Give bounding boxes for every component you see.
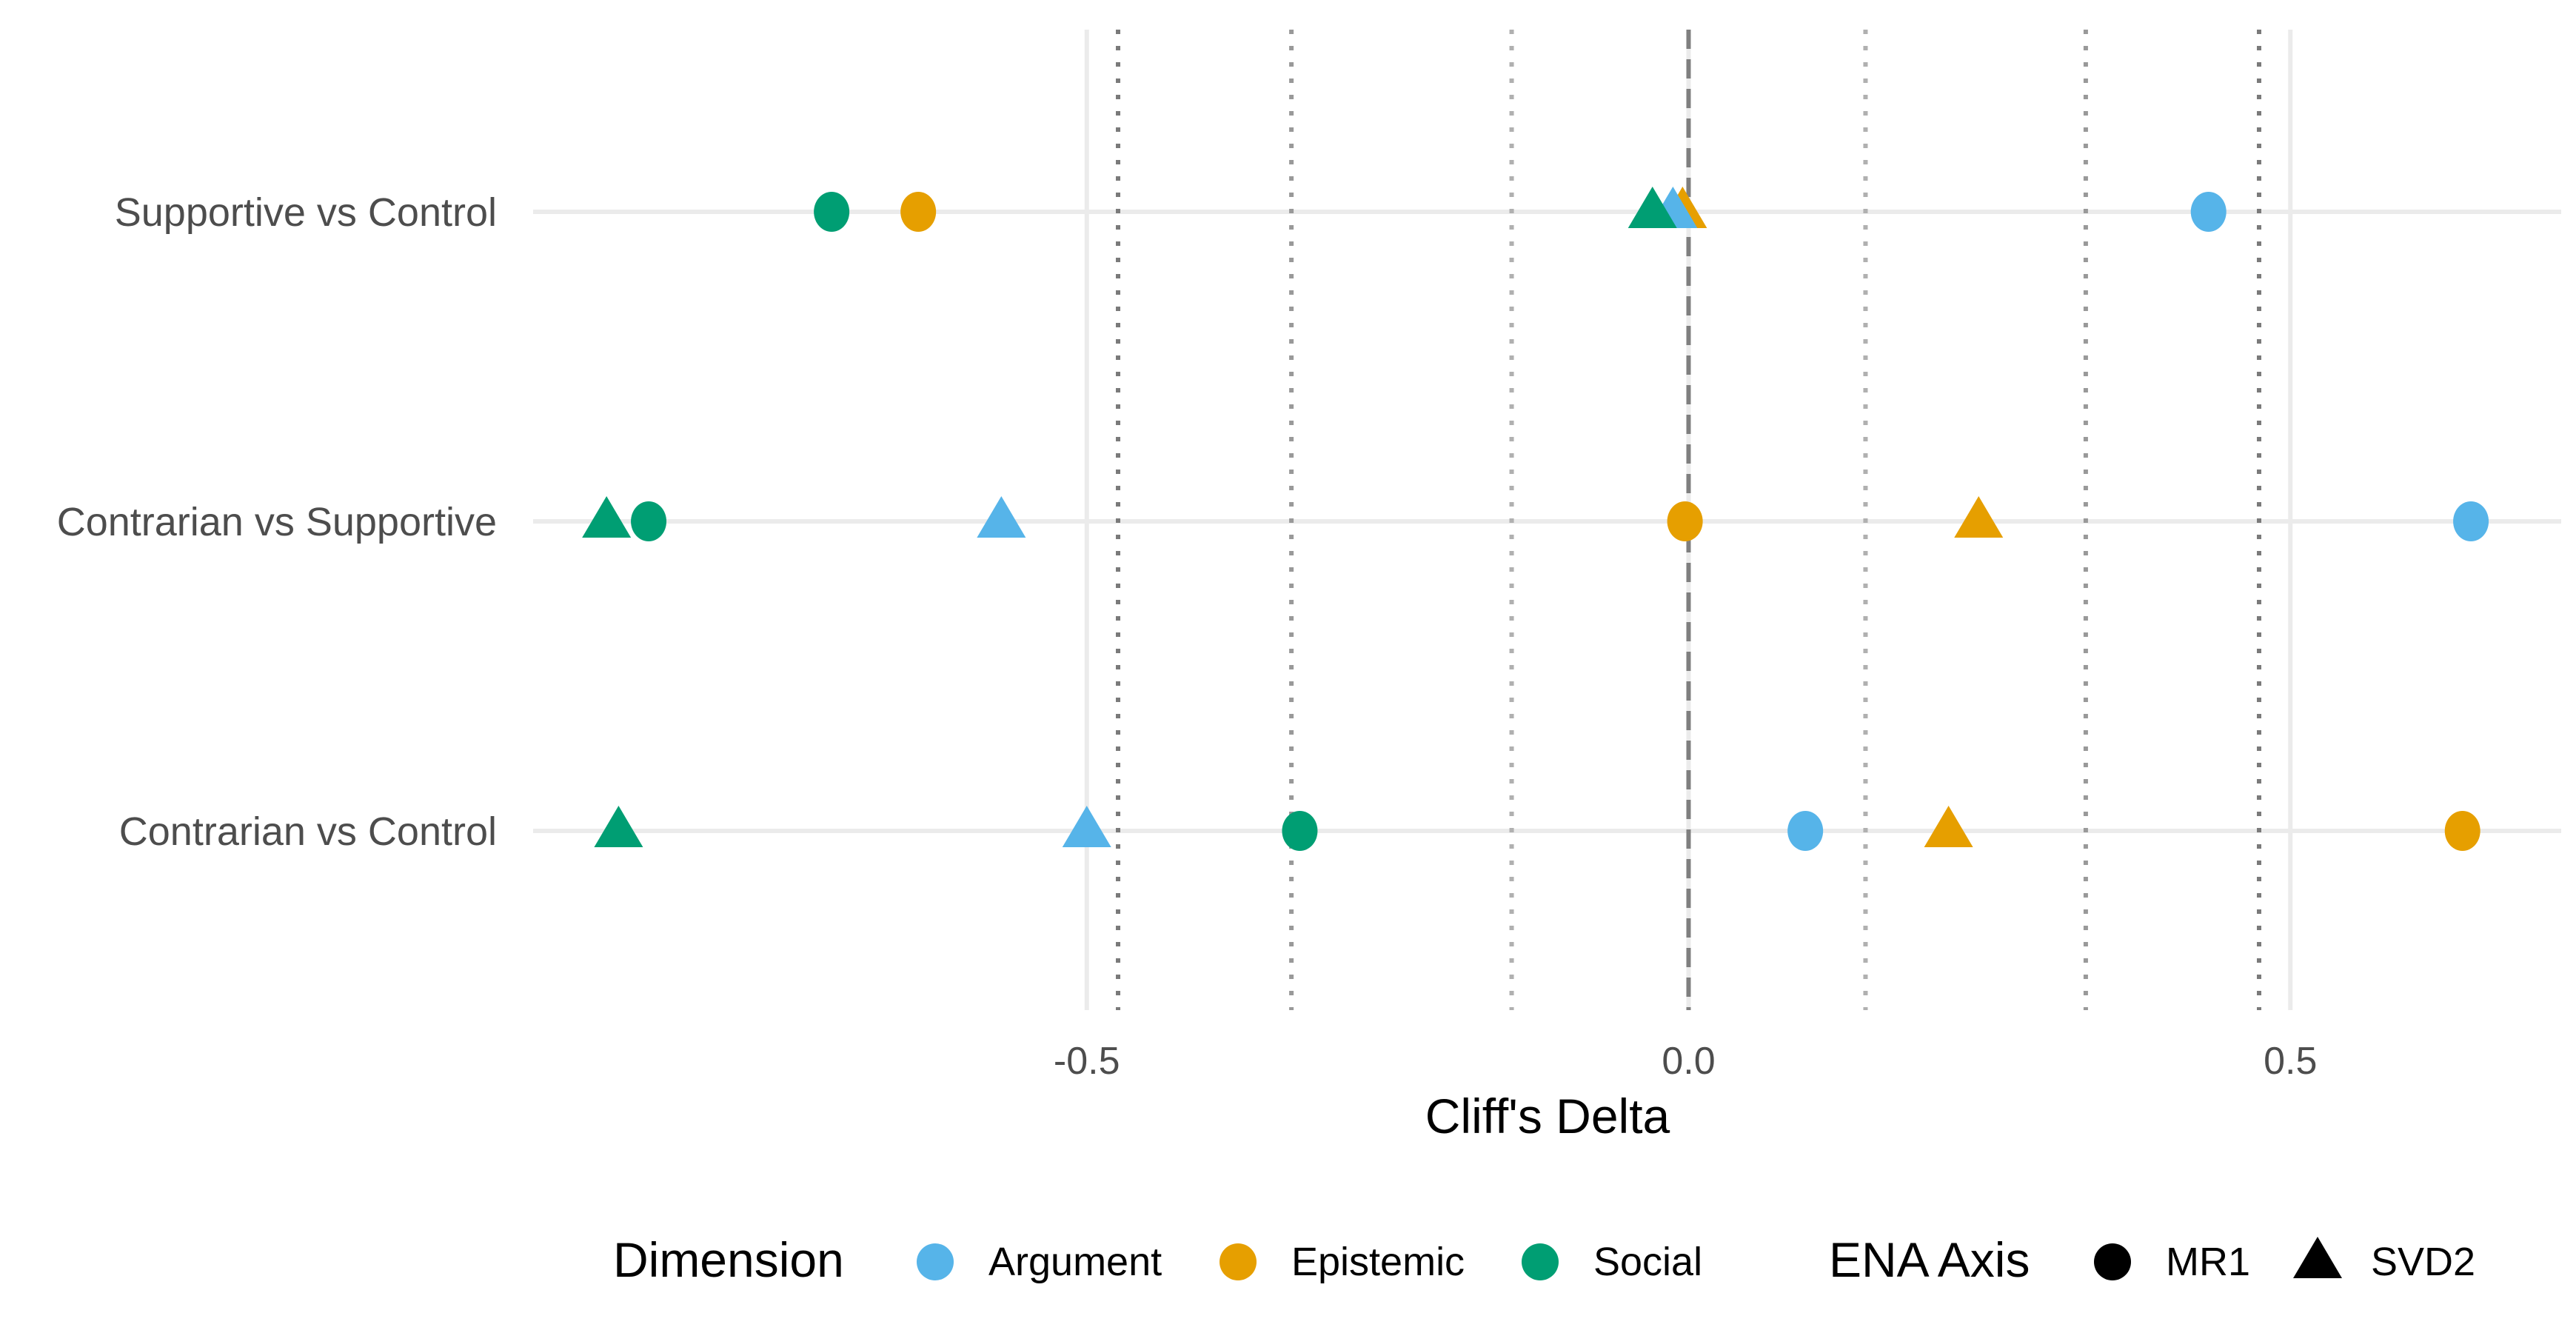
y-tick-label: Contrarian vs Supportive: [57, 500, 497, 544]
y-tick-label: Supportive vs Control: [115, 190, 497, 235]
x-tick-label: 0.5: [2264, 1040, 2317, 1083]
y-tick-label: Contrarian vs Control: [119, 809, 497, 854]
point-triangle: [582, 496, 632, 538]
legend-key-social: [1522, 1243, 1559, 1280]
point-triangle: [1924, 806, 1973, 847]
legend-label: Epistemic: [1291, 1240, 1465, 1284]
point-circle: [631, 501, 667, 541]
legend-label: MR1: [2166, 1240, 2250, 1284]
legend-label: Social: [1593, 1240, 1702, 1284]
x-axis-title: Cliff's Delta: [1425, 1089, 1670, 1143]
point-circle: [2444, 811, 2480, 851]
point-circle: [2453, 501, 2489, 541]
legend-key-argument: [917, 1243, 954, 1280]
point-circle: [900, 192, 937, 232]
legend-shape-title: ENA Axis: [1829, 1232, 2030, 1287]
point-circle: [2190, 192, 2227, 232]
point-triangle: [977, 496, 1026, 538]
x-tick-labels: -0.5 0.0 0.5: [1054, 1040, 2317, 1083]
legend: Dimension Argument Epistemic Social ENA Ax…: [613, 1232, 2475, 1287]
point-triangle: [594, 806, 643, 847]
point-triangle: [1627, 187, 1677, 228]
legend-color-title: Dimension: [613, 1232, 844, 1287]
legend-label: Argument: [988, 1240, 1162, 1284]
point-triangle: [1062, 806, 1111, 847]
x-tick-label: -0.5: [1054, 1040, 1120, 1083]
point-circle: [1282, 811, 1318, 851]
legend-key-epistemic: [1220, 1243, 1257, 1280]
y-tick-labels: Supportive vs Control Contrarian vs Suppo…: [57, 190, 497, 854]
legend-label: SVD2: [2371, 1240, 2475, 1284]
x-tick-label: 0.0: [1662, 1040, 1715, 1083]
point-triangle: [1954, 496, 2004, 538]
point-circle: [814, 192, 850, 232]
point-circle: [1667, 501, 1703, 541]
point-circle: [1787, 811, 1824, 851]
legend-key-triangle: [2293, 1237, 2342, 1278]
legend-key-circle: [2094, 1243, 2131, 1280]
data-points: [582, 187, 2489, 851]
